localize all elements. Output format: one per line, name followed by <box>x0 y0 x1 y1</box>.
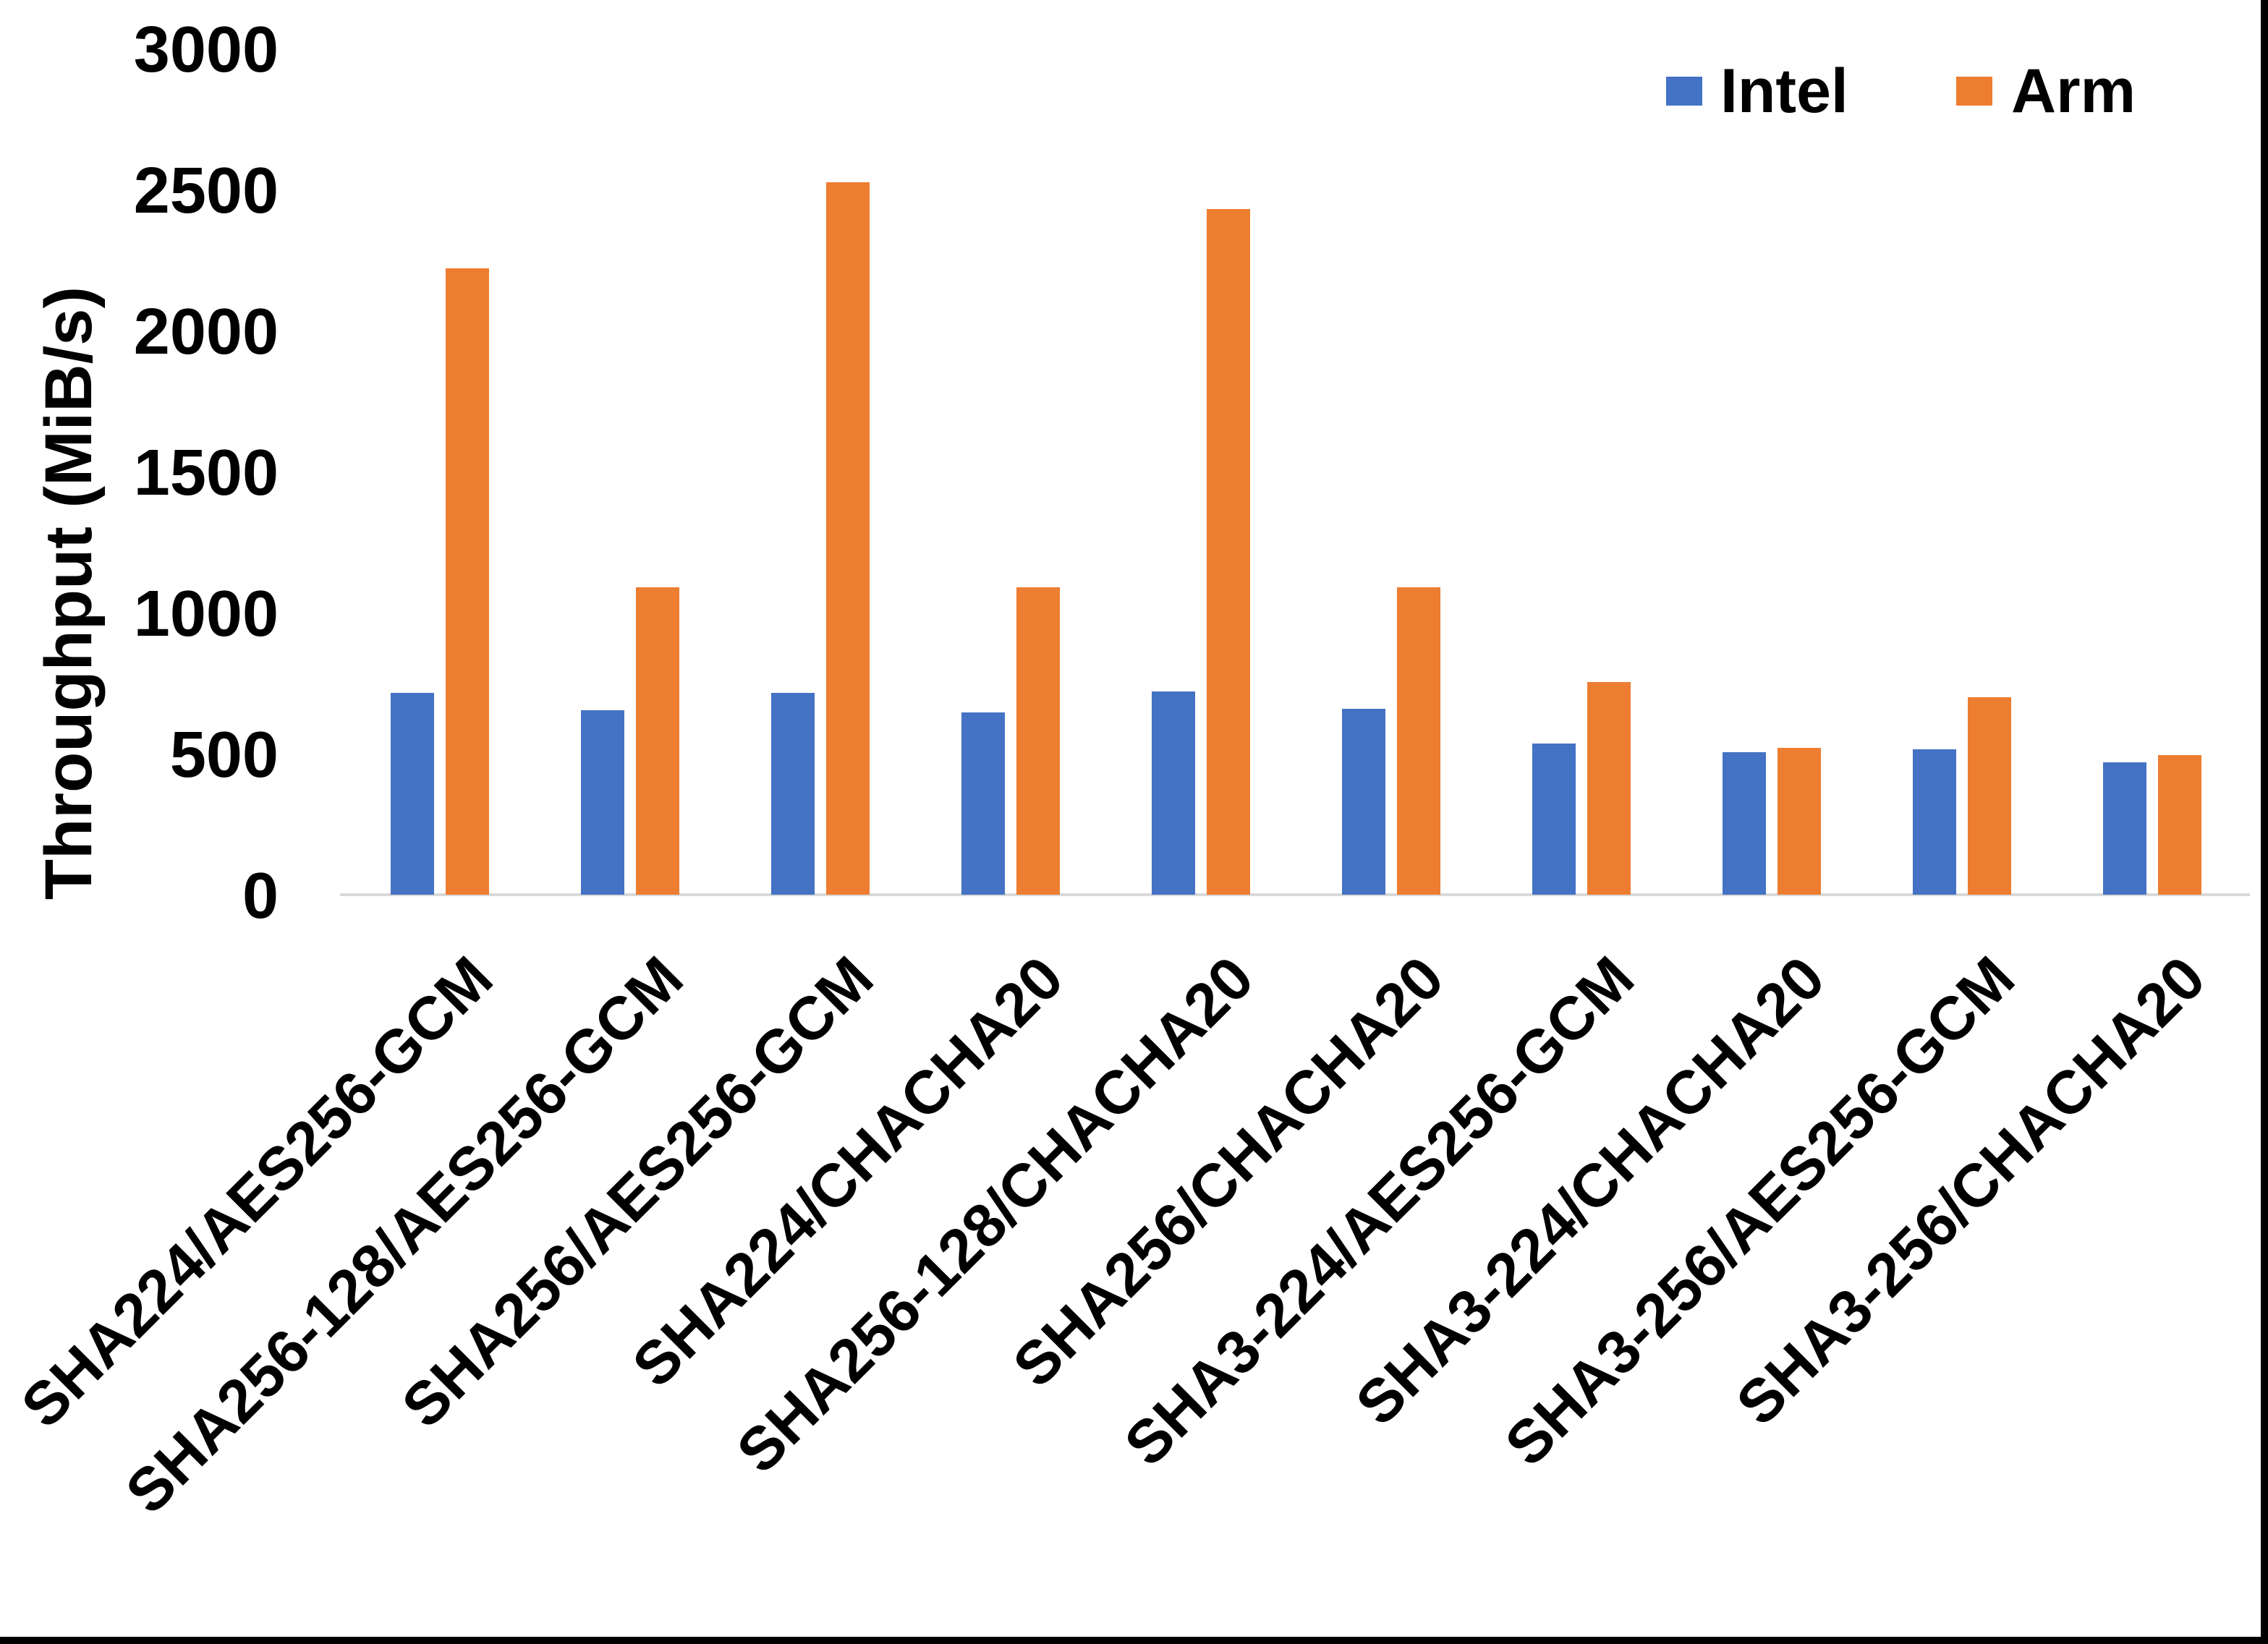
figure-border-bottom <box>0 1637 2268 1644</box>
legend-label-intel: Intel <box>1720 56 1848 126</box>
bar-intel-5 <box>1151 691 1195 895</box>
bar-arm-2 <box>635 587 679 895</box>
bar-arm-4 <box>1016 587 1060 895</box>
bar-arm-3 <box>825 182 870 895</box>
bar-intel-6 <box>1341 708 1385 895</box>
bar-arm-9 <box>1967 697 2011 895</box>
y-axis-tick-label: 500 <box>169 719 279 791</box>
bar-intel-8 <box>1722 752 1766 895</box>
bar-intel-4 <box>961 712 1005 895</box>
legend-label-arm: Arm <box>2011 56 2136 126</box>
y-axis-tick-label: 2000 <box>133 296 279 368</box>
y-axis-tick-label: 0 <box>242 860 279 932</box>
y-axis-tick-label: 1000 <box>133 578 279 650</box>
bar-arm-7 <box>1587 681 1631 895</box>
bar-intel-7 <box>1532 744 1576 895</box>
bar-arm-1 <box>445 268 489 895</box>
y-axis-tick-label: 2500 <box>133 155 279 227</box>
bar-arm-6 <box>1396 587 1440 895</box>
legend-swatch-arm <box>1956 77 1992 106</box>
figure-border-right <box>2261 0 2268 1644</box>
x-axis-line <box>340 893 2250 896</box>
bar-intel-9 <box>1912 749 1956 895</box>
y-axis-tick-label: 3000 <box>133 14 279 86</box>
bar-intel-1 <box>390 693 434 895</box>
bar-intel-2 <box>580 710 624 895</box>
bar-arm-5 <box>1206 209 1250 895</box>
bar-intel-10 <box>2102 762 2146 895</box>
bar-intel-3 <box>770 693 815 895</box>
legend-swatch-intel <box>1666 77 1702 106</box>
bar-arm-8 <box>1777 748 1821 895</box>
y-axis-tick-label: 1500 <box>133 437 279 509</box>
bar-arm-10 <box>2157 754 2201 895</box>
